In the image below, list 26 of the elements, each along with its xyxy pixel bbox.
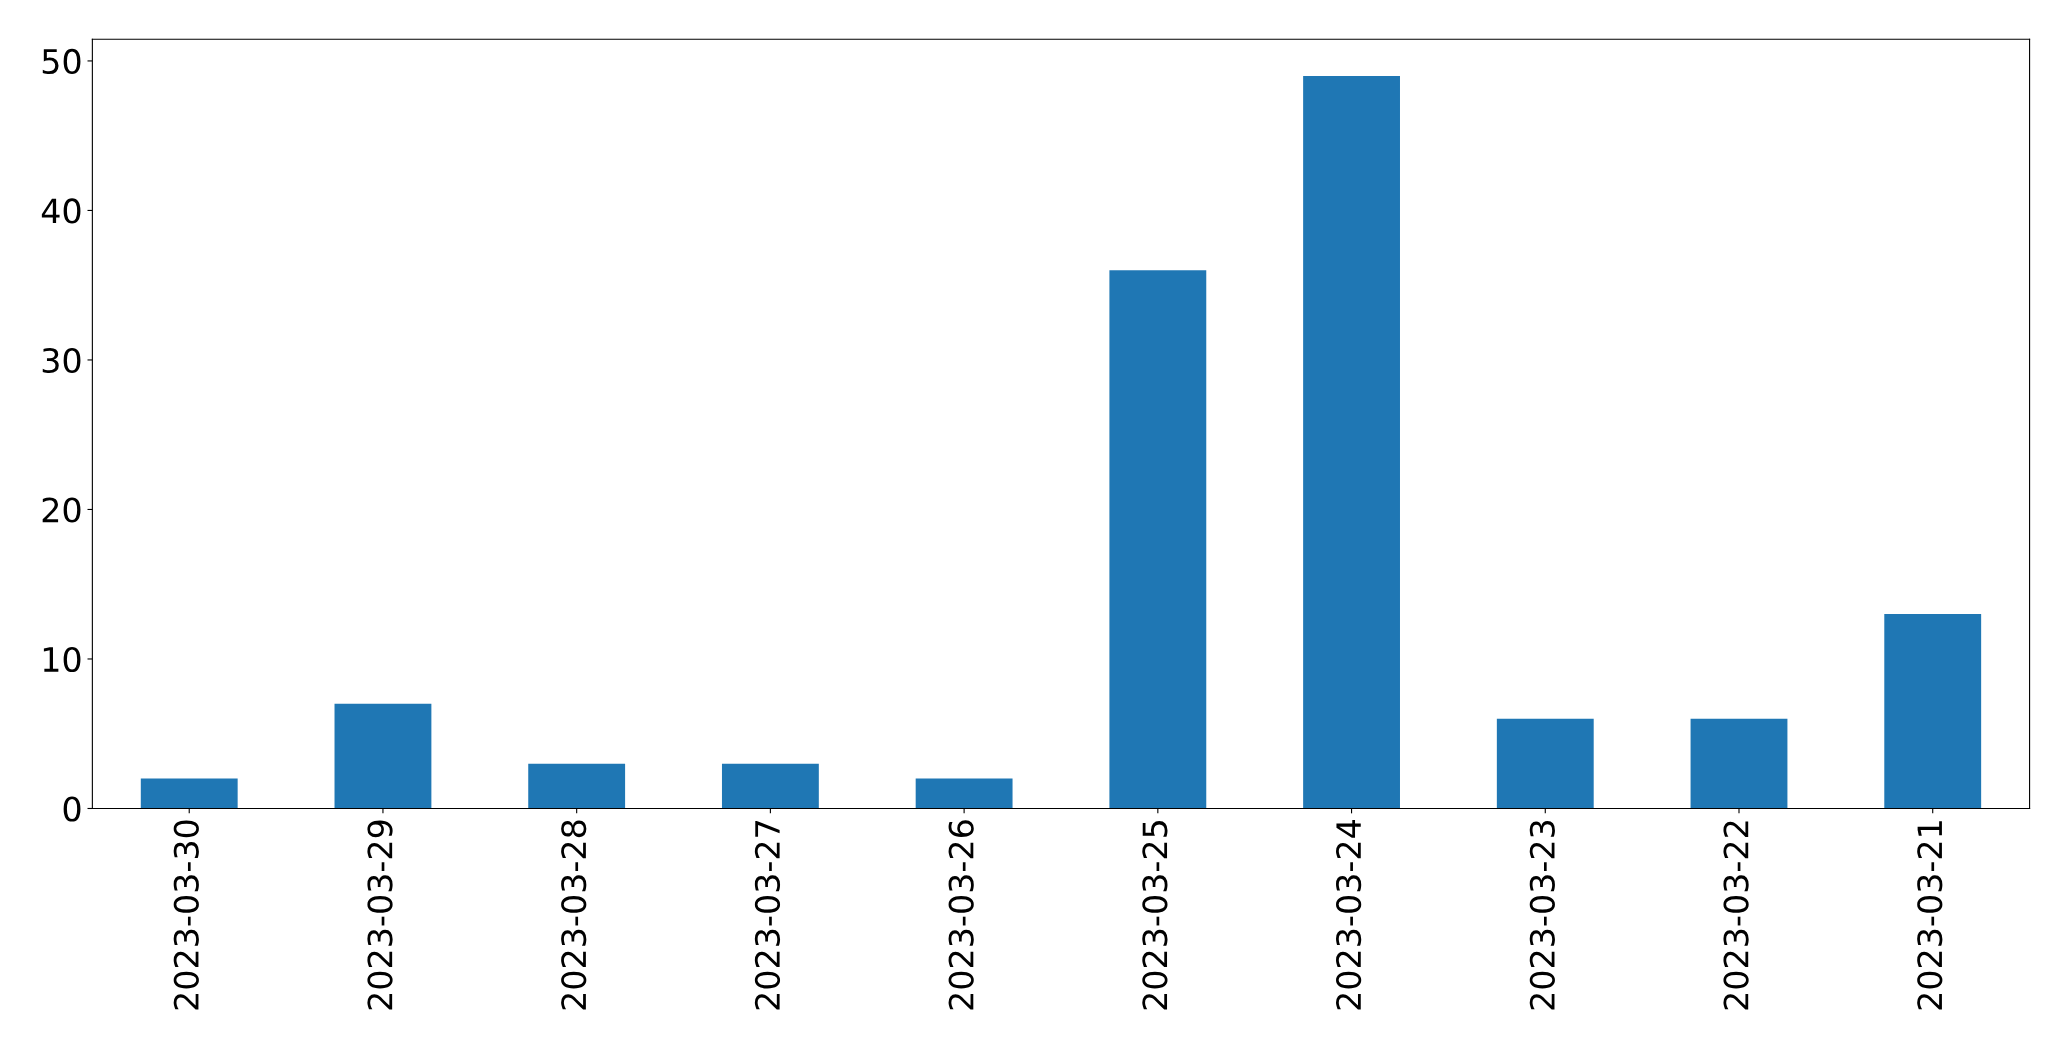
x-tick-label: 2023-03-30: [173, 820, 199, 1010]
y-tick-label: 50: [42, 48, 81, 75]
bar: [915, 778, 1013, 809]
x-tick-label: 2023-03-29: [367, 820, 393, 1010]
y-tick-label: 30: [42, 347, 81, 374]
x-tick-label: 2023-03-28: [561, 820, 587, 1010]
x-tick-label: 2023-03-23: [1529, 820, 1555, 1010]
y-tick-label: 0: [63, 796, 81, 822]
y-tick-label: 40: [41, 198, 81, 224]
bar: [140, 778, 238, 809]
x-tick-label: 2023-03-24: [1336, 820, 1362, 1010]
x-tick-label: 2023-03-27: [754, 821, 781, 1010]
x-tick-label: 2023-03-21: [1917, 821, 1943, 1010]
bar: [1496, 718, 1594, 809]
x-tick-label: 2023-03-25: [1142, 821, 1168, 1010]
y-tick-label: 20: [42, 497, 81, 523]
bar: [721, 763, 819, 809]
x-tick-label: 2023-03-22: [1723, 821, 1749, 1010]
bar: [1690, 718, 1788, 809]
bar: [528, 763, 626, 809]
y-tick-label: 10: [43, 646, 81, 673]
x-tick-label: 2023-03-26: [948, 820, 974, 1010]
bar: [334, 703, 432, 809]
bar: [1884, 614, 1982, 809]
bar: [1109, 270, 1207, 809]
bar: [1303, 75, 1400, 809]
